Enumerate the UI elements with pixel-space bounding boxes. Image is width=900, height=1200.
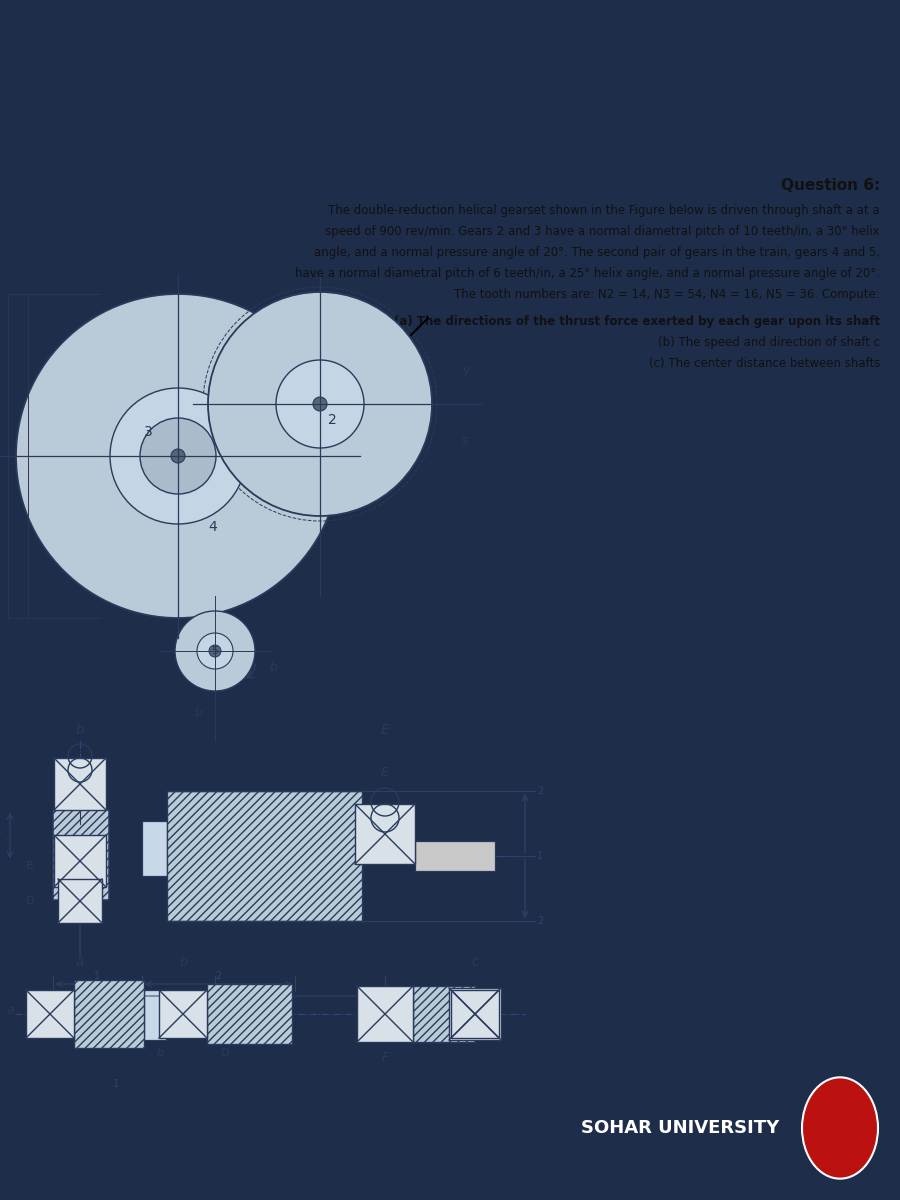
- Text: c: c: [495, 1004, 502, 1018]
- Text: 1c: 1c: [194, 708, 206, 718]
- Text: 4: 4: [209, 520, 218, 534]
- Bar: [167, 791, 362, 922]
- Text: (c) The center distance between shafts: (c) The center distance between shafts: [649, 358, 880, 370]
- Text: 3: 3: [144, 425, 152, 439]
- Bar: [74, 980, 144, 1048]
- Text: 1: 1: [113, 1079, 120, 1090]
- Text: D: D: [26, 896, 34, 906]
- Text: 2+: 2+: [213, 985, 225, 994]
- Text: a: a: [6, 1004, 14, 1018]
- Text: b: b: [76, 722, 85, 737]
- Bar: [142, 821, 167, 876]
- Text: 2: 2: [537, 786, 544, 796]
- Circle shape: [208, 292, 432, 516]
- Text: 1
+: 1 +: [0, 818, 2, 838]
- Bar: [53, 810, 109, 900]
- Text: D: D: [220, 1048, 230, 1058]
- Text: b: b: [157, 1048, 164, 1058]
- Bar: [54, 758, 106, 810]
- Bar: [357, 986, 413, 1042]
- Text: 2: 2: [328, 413, 337, 427]
- Bar: [207, 984, 292, 1044]
- Bar: [144, 990, 166, 1040]
- Circle shape: [171, 449, 185, 463]
- Text: angle, and a normal pressure angle of 20°. The second pair of gears in the train: angle, and a normal pressure angle of 20…: [314, 246, 880, 259]
- Circle shape: [140, 418, 216, 494]
- Circle shape: [16, 294, 340, 618]
- Bar: [54, 835, 106, 887]
- Text: 1: 1: [94, 971, 101, 982]
- Text: y: y: [462, 364, 470, 377]
- Bar: [159, 990, 207, 1038]
- Circle shape: [175, 611, 255, 691]
- Text: B: B: [26, 862, 34, 871]
- Circle shape: [802, 1078, 878, 1178]
- Bar: [26, 990, 74, 1038]
- Text: 1: 1: [537, 851, 543, 862]
- Circle shape: [276, 360, 364, 448]
- Circle shape: [110, 388, 246, 524]
- Text: (b) The speed and direction of shaft c: (b) The speed and direction of shaft c: [658, 336, 880, 349]
- Text: SOHAR UNIVERSITY: SOHAR UNIVERSITY: [580, 1118, 779, 1138]
- Text: have a normal diametral pitch of 6 teeth/in, a 25° helix angle, and a normal pre: have a normal diametral pitch of 6 teeth…: [295, 266, 880, 280]
- Text: 5: 5: [212, 646, 219, 656]
- Text: E: E: [381, 722, 390, 737]
- Text: 2: 2: [537, 916, 544, 926]
- Circle shape: [313, 397, 327, 410]
- Bar: [355, 804, 415, 864]
- Text: b: b: [270, 661, 278, 674]
- Text: speed of 900 rev/min. Gears 2 and 3 have a normal diametral pitch of 10 teeth/in: speed of 900 rev/min. Gears 2 and 3 have…: [325, 226, 880, 238]
- Bar: [415, 841, 495, 871]
- Text: The double-reduction helical gearset shown in the Figure below is driven through: The double-reduction helical gearset sho…: [328, 204, 880, 217]
- Text: c: c: [472, 955, 479, 970]
- Text: The tooth numbers are: N2 = 14, N3 = 54, N4 = 16, N5 = 36. Compute:: The tooth numbers are: N2 = 14, N3 = 54,…: [454, 288, 880, 301]
- Text: Question 6:: Question 6:: [781, 178, 880, 193]
- Text: (a) The directions of the thrust force exerted by each gear upon its shaft: (a) The directions of the thrust force e…: [394, 314, 880, 328]
- Circle shape: [197, 634, 233, 670]
- Text: E: E: [381, 766, 389, 779]
- Bar: [449, 988, 501, 1040]
- Bar: [58, 878, 102, 923]
- Text: s: s: [462, 434, 469, 446]
- Bar: [413, 986, 475, 1042]
- Text: a: a: [76, 955, 85, 970]
- Text: 2: 2: [215, 971, 221, 982]
- Text: b: b: [179, 956, 187, 970]
- Circle shape: [209, 646, 221, 658]
- Bar: [451, 990, 499, 1038]
- Text: F: F: [382, 1051, 389, 1064]
